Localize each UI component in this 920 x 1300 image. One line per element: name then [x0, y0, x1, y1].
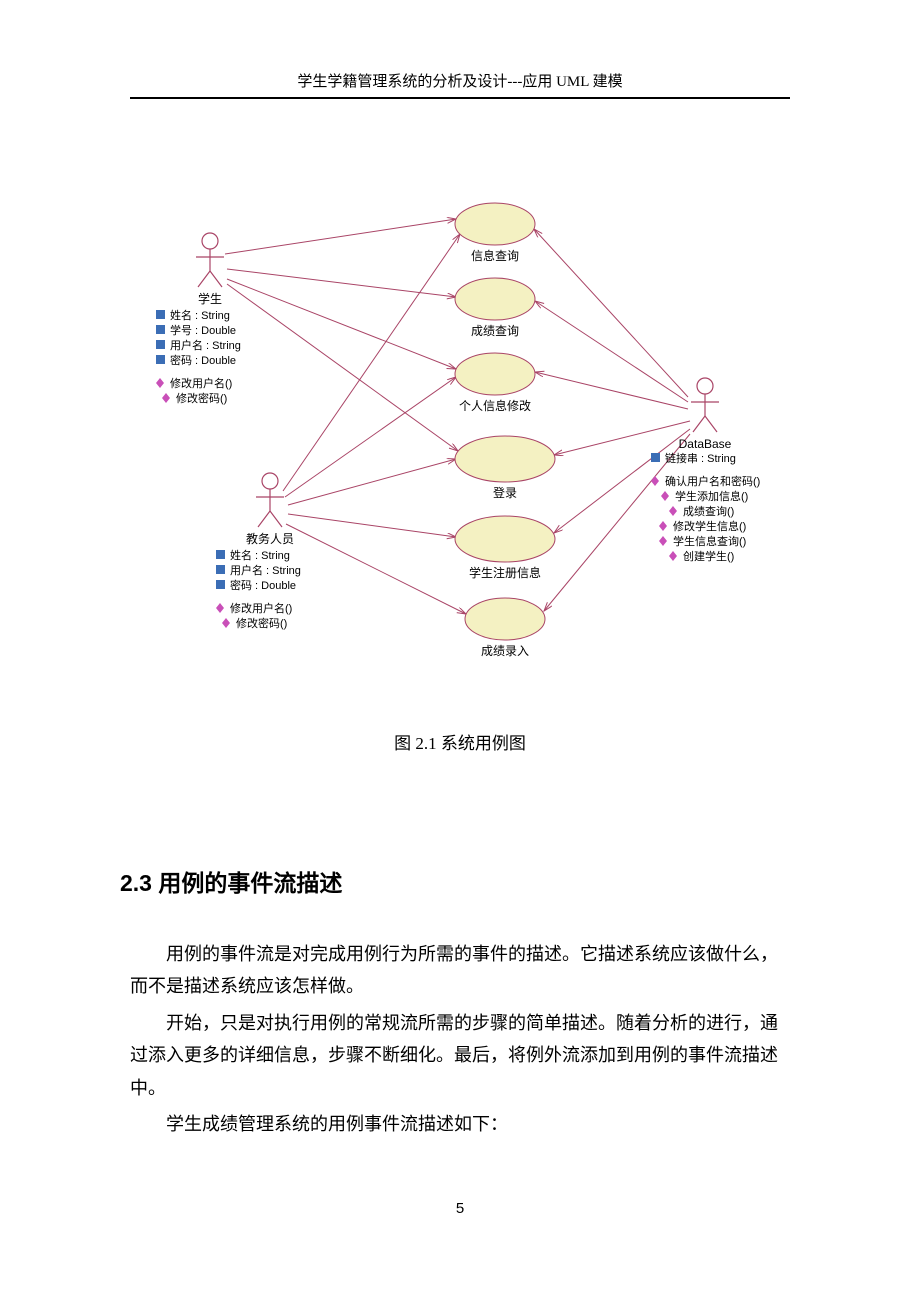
svg-text:修改密码(): 修改密码()	[236, 616, 287, 630]
svg-text:教务人员: 教务人员	[246, 531, 294, 546]
svg-text:个人信息修改: 个人信息修改	[459, 398, 531, 413]
svg-text:修改用户名(): 修改用户名()	[230, 601, 292, 615]
svg-text:信息查询: 信息查询	[471, 248, 519, 263]
svg-text:姓名 : String: 姓名 : String	[230, 548, 290, 562]
paragraph: 用例的事件流是对完成用例行为所需的事件的描述。它描述系统应该做什么，而不是描述系…	[130, 938, 790, 1003]
svg-text:成绩查询(): 成绩查询()	[683, 504, 734, 518]
svg-text:学生添加信息(): 学生添加信息()	[675, 489, 748, 503]
svg-text:修改用户名(): 修改用户名()	[170, 376, 232, 390]
paragraph: 学生成绩管理系统的用例事件流描述如下：	[130, 1108, 790, 1140]
svg-text:密码 : Double: 密码 : Double	[230, 578, 296, 592]
diagram-svg: 信息查询成绩查询个人信息修改登录学生注册信息成绩录入学生姓名 : String学…	[110, 139, 810, 699]
svg-text:DataBase: DataBase	[679, 437, 732, 451]
svg-text:成绩查询: 成绩查询	[471, 324, 519, 338]
svg-text:确认用户名和密码(): 确认用户名和密码()	[665, 474, 760, 488]
svg-text:用户名 : String: 用户名 : String	[170, 338, 241, 352]
paragraph: 开始，只是对执行用例的常规流所需的步骤的简单描述。随着分析的进行，通过添入更多的…	[130, 1007, 790, 1104]
svg-text:姓名 : String: 姓名 : String	[170, 308, 230, 322]
svg-text:登录: 登录	[493, 485, 517, 500]
svg-text:用户名 : String: 用户名 : String	[230, 563, 301, 577]
svg-text:学生信息查询(): 学生信息查询()	[673, 534, 746, 548]
section-heading: 2.3 用例的事件流描述	[120, 864, 920, 898]
svg-text:成绩录入: 成绩录入	[481, 644, 529, 658]
svg-text:密码 : Double: 密码 : Double	[170, 353, 236, 367]
svg-text:学生: 学生	[198, 291, 222, 306]
body-text: 用例的事件流是对完成用例行为所需的事件的描述。它描述系统应该做什么，而不是描述系…	[130, 938, 790, 1140]
page-header: 学生学籍管理系统的分析及设计---应用 UML 建模	[130, 70, 790, 99]
svg-text:链接串 : String: 链接串 : String	[665, 451, 736, 465]
svg-text:学号 : Double: 学号 : Double	[170, 323, 236, 337]
figure-caption: 图 2.1 系统用例图	[0, 729, 920, 754]
svg-text:修改密码(): 修改密码()	[176, 391, 227, 405]
svg-text:创建学生(): 创建学生()	[683, 549, 734, 563]
usecase-diagram: 信息查询成绩查询个人信息修改登录学生注册信息成绩录入学生姓名 : String学…	[110, 139, 810, 699]
svg-text:修改学生信息(): 修改学生信息()	[673, 519, 746, 533]
page-number: 5	[0, 1200, 920, 1217]
header-text: 学生学籍管理系统的分析及设计---应用 UML 建模	[297, 74, 622, 90]
svg-text:学生注册信息: 学生注册信息	[469, 565, 541, 580]
